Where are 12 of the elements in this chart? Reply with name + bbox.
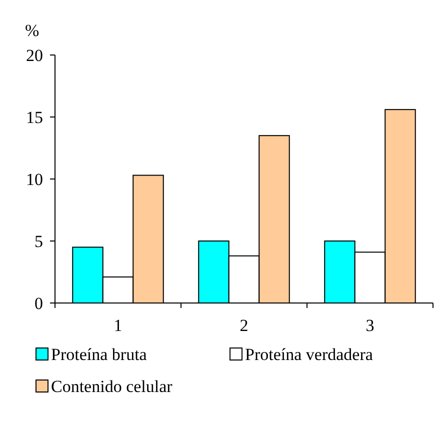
y-tick-label: 20	[26, 46, 43, 65]
y-axis-title: %	[25, 21, 40, 40]
y-tick-label: 5	[34, 232, 43, 251]
y-tick-label: 0	[34, 294, 43, 313]
legend-label: Contenido celular	[51, 377, 173, 396]
x-tick-label: 1	[114, 316, 122, 335]
x-tick-label: 3	[366, 316, 374, 335]
y-tick-label: 15	[26, 108, 43, 127]
y-tick-label: 10	[26, 170, 43, 189]
x-tick-label: 2	[240, 316, 248, 335]
legend-label: Proteína bruta	[51, 345, 148, 364]
legend-label: Proteína verdadera	[245, 345, 374, 364]
